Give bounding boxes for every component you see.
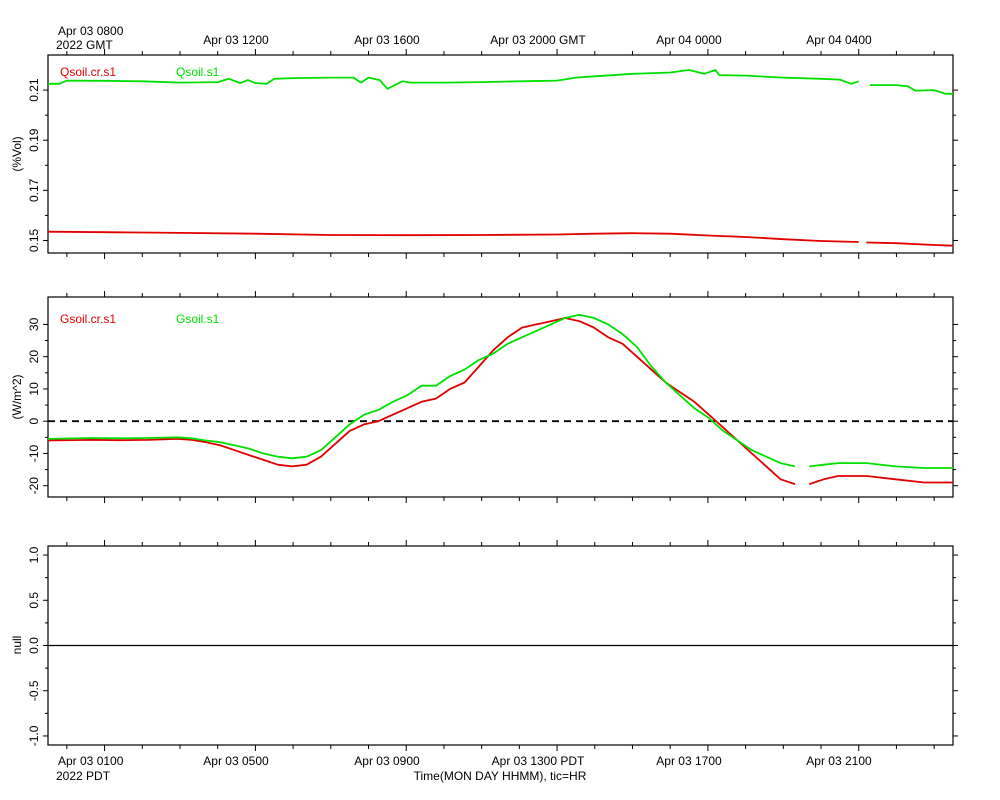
y-tick-label: -20 <box>27 477 41 495</box>
bottom-axis-label: Apr 03 0900 <box>354 754 420 768</box>
series-line-gsoil-cr-s1 <box>47 317 796 485</box>
y-tick-label: 0.5 <box>27 592 41 609</box>
legend-entry-gsoil-cr-s1: Gsoil.cr.s1 <box>60 312 116 326</box>
y-tick-label: -10 <box>27 444 41 462</box>
top-axis-label: Apr 04 0000 <box>656 33 722 47</box>
panel-null-ticks: -1.0 -0.5 0.0 0.5 1.0 <box>27 540 958 751</box>
bottom-axis-title: Time(MON DAY HHMM), tic=HR <box>414 769 587 783</box>
panel-null-ylabel: null <box>10 636 24 655</box>
panel-soil-moisture-frame <box>47 54 954 254</box>
panel-soil-moisture: (%Vol) Qsoil.cr.s1 Qsoil.s1 0.15 0.17 0.19… <box>10 49 958 259</box>
top-axis-label-0-line2: 2022 GMT <box>56 38 113 52</box>
y-tick-label: 0.21 <box>27 78 41 102</box>
bottom-axis-label-0-line2: 2022 PDT <box>56 769 111 783</box>
y-tick-label: 0.19 <box>27 128 41 152</box>
y-tick-label: 10 <box>27 382 41 396</box>
y-tick-label: 1.0 <box>27 546 41 563</box>
legend-entry-qsoil-cr-s1: Qsoil.cr.s1 <box>60 65 116 79</box>
series-line-qsoil-cr-s1 <box>47 230 859 243</box>
bottom-axis-label: Apr 03 2100 <box>806 754 872 768</box>
y-tick-label: 0.17 <box>27 178 41 202</box>
series-line-qsoil-cr-s1 <box>866 241 954 247</box>
bottom-axis-label-0-line1: Apr 03 0100 <box>58 754 124 768</box>
series-line-qsoil-s1 <box>48 69 859 90</box>
top-axis-label-0-line1: Apr 03 0800 <box>58 24 124 38</box>
panel-ground-heat-flux: (W/m^2) Gsoil.cr.s1 Gsoil.s1 -20 -10 0 10 20… <box>10 291 958 503</box>
bottom-axis-label: Apr 03 0500 <box>203 754 269 768</box>
panel-ground-heat-flux-ylabel: (W/m^2) <box>10 375 24 420</box>
legend-entry-gsoil-s1: Gsoil.s1 <box>176 312 220 326</box>
series-line-qsoil-s1 <box>870 84 953 95</box>
series-line-gsoil-s1 <box>47 313 796 468</box>
panel-soil-moisture-series <box>47 69 954 247</box>
y-tick-label: -1.0 <box>27 725 41 746</box>
panel-soil-moisture-ylabel: (%Vol) <box>10 136 24 171</box>
y-tick-label: -0.5 <box>27 680 41 701</box>
top-axis-label: Apr 04 0400 <box>806 33 872 47</box>
panel-null: null -1.0 -0.5 0.0 0.5 1.0 <box>10 540 958 751</box>
bottom-axis-label: Apr 03 1700 <box>656 754 722 768</box>
panel-ground-heat-flux-ticks: -20 -10 0 10 20 30 <box>27 291 958 503</box>
legend-entry-qsoil-s1: Qsoil.s1 <box>176 65 220 79</box>
y-tick-label: 0.0 <box>27 637 41 654</box>
y-tick-label: 0.15 <box>27 228 41 252</box>
series-line-gsoil-cr-s1 <box>809 475 953 485</box>
y-tick-label: 0 <box>27 418 41 425</box>
series-line-gsoil-s1 <box>809 462 953 469</box>
top-axis-label: Apr 03 1200 <box>203 33 269 47</box>
panel-ground-heat-flux-series <box>47 313 953 485</box>
top-axis-label: Apr 03 1600 <box>354 33 420 47</box>
y-tick-label: 30 <box>27 317 41 331</box>
y-tick-label: 20 <box>27 350 41 364</box>
panel-soil-moisture-ticks: 0.15 0.17 0.19 0.21 <box>27 49 958 259</box>
panel-ground-heat-flux-frame <box>47 296 954 498</box>
top-axis-label: Apr 03 2000 GMT <box>490 33 586 47</box>
bottom-axis-label: Apr 03 1300 PDT <box>492 754 585 768</box>
